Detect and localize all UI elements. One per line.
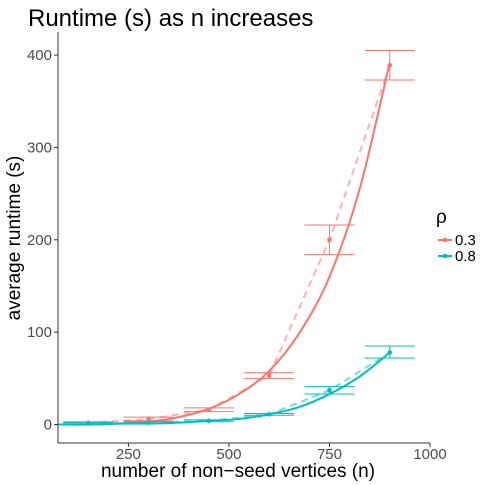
legend: ρ 0.30.8 <box>436 207 476 265</box>
legend-title: ρ <box>436 207 447 228</box>
y-axis-title: average runtime (s) <box>4 156 25 321</box>
data-point <box>206 418 212 424</box>
series-0.8 <box>57 345 415 426</box>
data-point <box>266 373 272 378</box>
data-point <box>206 407 212 413</box>
data-point <box>327 388 332 393</box>
data-point <box>387 350 393 355</box>
y-tick-label: 200 <box>27 232 52 249</box>
mean-line-0.8 <box>88 351 391 425</box>
legend-label: 0.8 <box>455 248 476 265</box>
chart-title: Runtime (s) as n increases <box>28 5 313 32</box>
series-0.3 <box>57 49 415 426</box>
legend-key-point <box>442 237 448 243</box>
x-axis-title: number of non−seed vertices (n) <box>101 461 375 482</box>
data-point <box>327 237 332 243</box>
legend-key-point <box>442 253 448 259</box>
data-point <box>387 62 393 68</box>
y-tick-label: 400 <box>27 47 52 64</box>
plot-area <box>57 49 415 426</box>
fit-curve-0.3 <box>57 62 391 426</box>
y-tick-label: 300 <box>27 139 52 156</box>
data-point <box>85 421 91 426</box>
axis-ticks: 250 500 750 1000 0 100 200 300 400 <box>27 47 447 463</box>
x-tick-label: 500 <box>216 446 241 463</box>
data-point <box>266 412 272 417</box>
legend-label: 0.3 <box>455 232 476 249</box>
x-tick-label: 1000 <box>413 446 446 463</box>
data-point <box>146 416 151 422</box>
y-tick-label: 0 <box>44 417 52 434</box>
data-point <box>146 420 151 425</box>
y-tick-label: 100 <box>27 324 52 341</box>
fit-curve-0.8 <box>57 351 391 426</box>
axes <box>57 32 430 444</box>
x-tick-label: 750 <box>317 446 342 463</box>
x-tick-label: 250 <box>116 446 141 463</box>
mean-line-0.3 <box>88 64 391 424</box>
